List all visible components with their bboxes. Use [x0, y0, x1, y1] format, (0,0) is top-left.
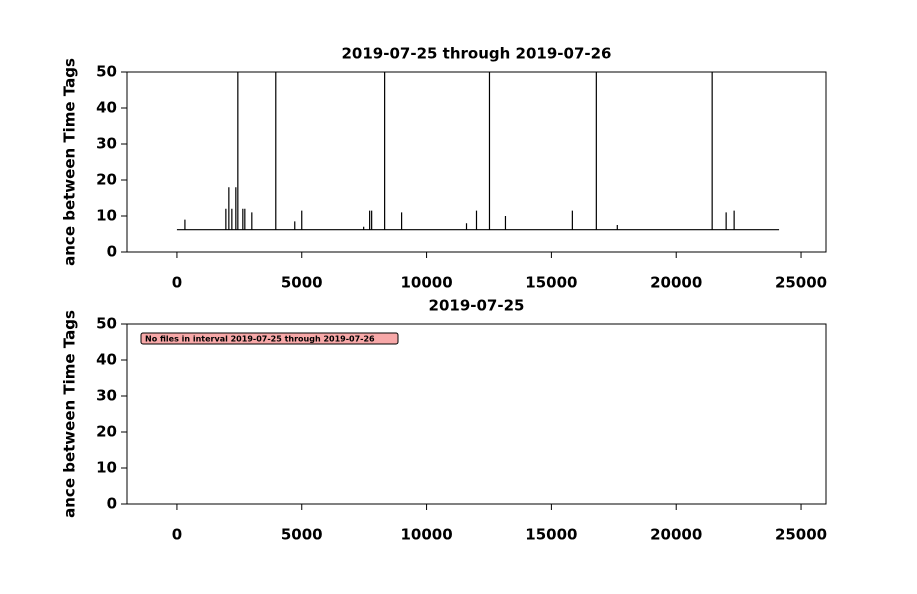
x-tick-label: 15000: [525, 274, 577, 292]
x-tick-label: 0: [172, 274, 182, 292]
x-tick-label: 20000: [650, 526, 702, 544]
plot-frame: [126, 71, 827, 253]
y-axis-label: ance between Time Tags: [61, 310, 79, 518]
annotation: No files in interval 2019-07-25 through …: [145, 335, 375, 344]
y-tick-label: 0: [107, 495, 117, 513]
plot-frame: [126, 323, 827, 505]
x-tick-label: 25000: [775, 526, 827, 544]
y-tick-label: 40: [96, 351, 117, 369]
subplot: 2019-07-25 ance between Time Tags 0 10 20 30 4…: [61, 297, 828, 544]
y-tick-label: 0: [107, 243, 117, 261]
x-tick-label: 15000: [525, 526, 577, 544]
x-tick-label: 25000: [775, 274, 827, 292]
y-tick-label: 50: [96, 63, 117, 81]
x-tick-label: 10000: [400, 526, 452, 544]
y-axis-label: ance between Time Tags: [61, 58, 79, 266]
chart-title: 2019-07-25 through 2019-07-26: [342, 45, 612, 63]
y-tick-label: 20: [96, 171, 117, 189]
x-tick-label: 10000: [400, 274, 452, 292]
y-tick-label: 20: [96, 423, 117, 441]
annotation-box: [140, 332, 399, 345]
y-tick-label: 30: [96, 387, 117, 405]
y-tick-label: 10: [96, 459, 117, 477]
y-tick-label: 50: [96, 315, 117, 333]
y-tick-label: 40: [96, 99, 117, 117]
x-tick-label: 0: [172, 526, 182, 544]
y-tick-label: 30: [96, 135, 117, 153]
x-tick-label: 5000: [281, 526, 323, 544]
chart-title: 2019-07-25: [429, 297, 525, 315]
data-line: [176, 72, 780, 231]
x-tick-label: 20000: [650, 274, 702, 292]
y-tick-label: 10: [96, 207, 117, 225]
x-tick-label: 5000: [281, 274, 323, 292]
subplot: 2019-07-25 through 2019-07-26 ance betwee…: [61, 45, 828, 292]
